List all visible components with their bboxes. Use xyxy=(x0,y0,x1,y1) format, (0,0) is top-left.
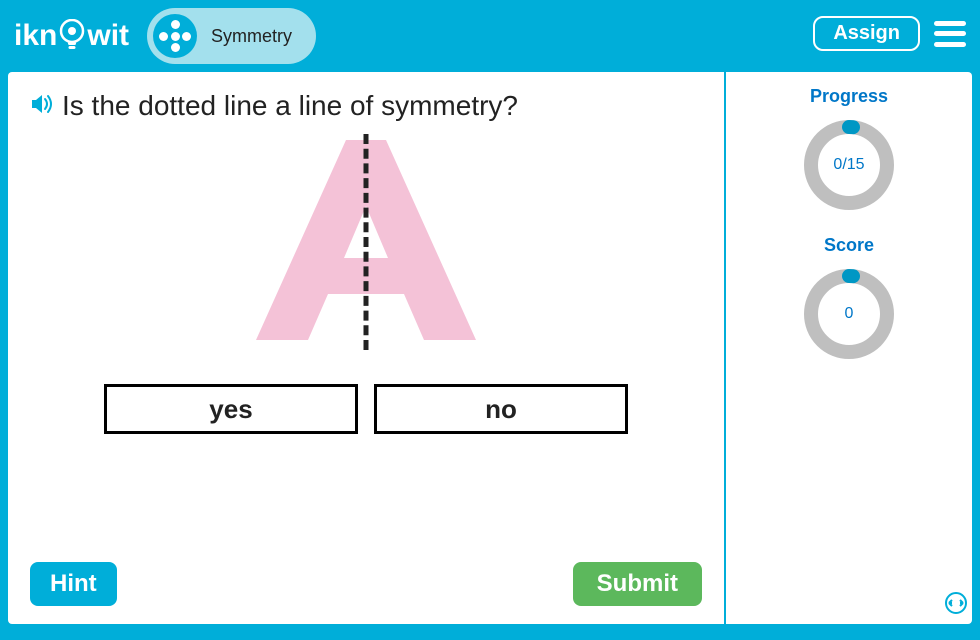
sidebar: Progress 0/15 Score 0 xyxy=(726,72,972,624)
answer-row: yes no xyxy=(30,384,702,434)
answer-yes-button[interactable]: yes xyxy=(104,384,358,434)
figure-area xyxy=(30,140,702,360)
symmetry-line xyxy=(364,134,369,350)
header: ikn wit Symmetry Assign xyxy=(8,8,972,64)
answer-no-button[interactable]: no xyxy=(374,384,628,434)
score-label: Score xyxy=(824,235,874,256)
brand-text-before: ikn xyxy=(14,19,57,53)
page-title: Symmetry xyxy=(211,26,292,47)
lightbulb-icon xyxy=(59,19,85,53)
question-text: Is the dotted line a line of symmetry? xyxy=(62,90,518,122)
app-container: ikn wit Symmetry Assign xyxy=(0,0,980,640)
progress-ring: 0/15 xyxy=(801,117,897,213)
category-icon xyxy=(153,14,197,58)
submit-button[interactable]: Submit xyxy=(573,562,702,606)
menu-icon[interactable] xyxy=(934,21,966,47)
brand-logo[interactable]: ikn wit xyxy=(8,19,129,53)
progress-label: Progress xyxy=(810,86,888,107)
expand-icon[interactable] xyxy=(944,591,968,620)
brand-text-after: wit xyxy=(87,19,129,53)
header-right: Assign xyxy=(813,16,966,51)
question-row: Is the dotted line a line of symmetry? xyxy=(30,90,702,122)
question-area: Is the dotted line a line of symmetry? y… xyxy=(8,72,726,624)
audio-icon[interactable] xyxy=(30,93,54,120)
symmetry-figure xyxy=(256,140,476,340)
assign-button[interactable]: Assign xyxy=(813,16,920,51)
hint-button[interactable]: Hint xyxy=(30,562,117,606)
score-ring: 0 xyxy=(801,266,897,362)
content-panel: Is the dotted line a line of symmetry? y… xyxy=(8,72,972,624)
progress-value: 0/15 xyxy=(801,117,897,213)
title-pill: Symmetry xyxy=(147,8,316,64)
score-value: 0 xyxy=(801,266,897,362)
bottom-row: Hint Submit xyxy=(30,562,702,606)
